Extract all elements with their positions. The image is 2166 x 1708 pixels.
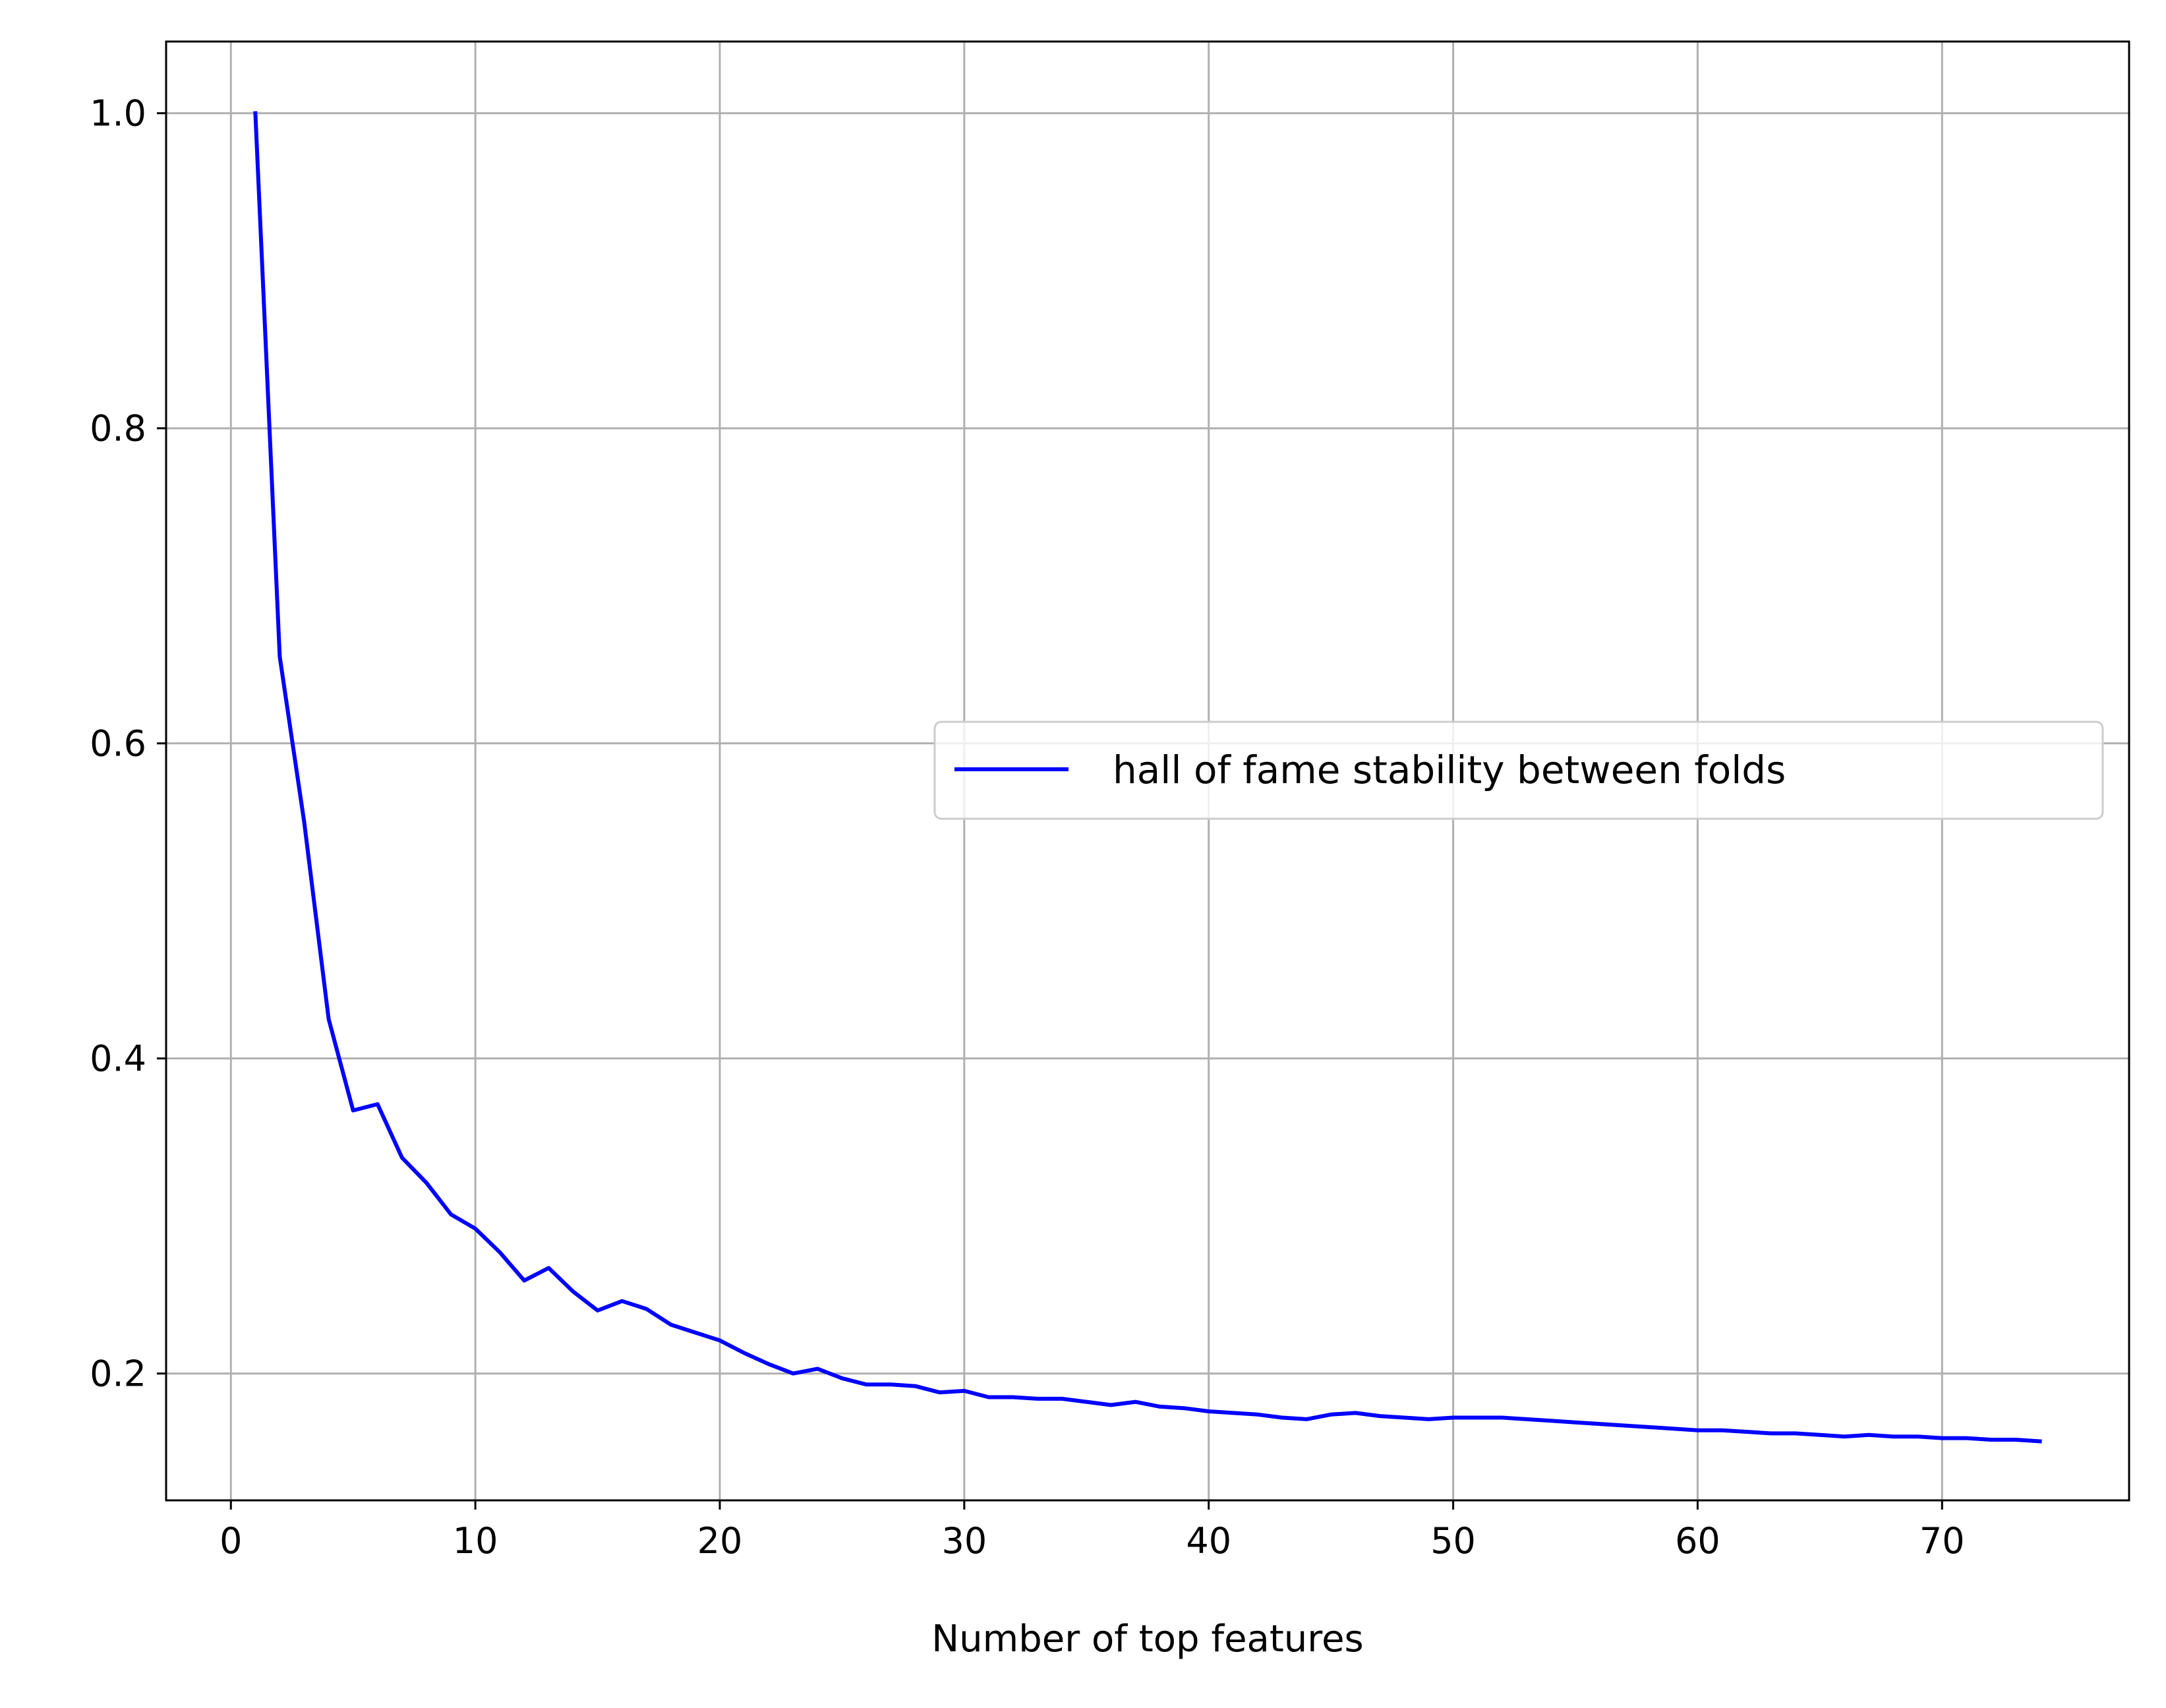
x-tick-label: 40: [1186, 1520, 1231, 1562]
x-tick-label: 70: [1919, 1520, 1965, 1562]
x-axis-title: Number of top features: [931, 1618, 1363, 1661]
series-layer: [253, 111, 2042, 1444]
x-tick-label: 10: [453, 1520, 498, 1562]
x-tick-label: 50: [1430, 1520, 1476, 1562]
legend-box: [933, 721, 2104, 820]
y-tick-label: 0.6: [90, 723, 146, 765]
y-tick-label: 0.4: [90, 1038, 146, 1080]
y-tick-label: 0.8: [90, 408, 146, 450]
plot-area-frame: [165, 40, 2130, 1502]
y-tick-label: 1.0: [90, 93, 146, 134]
x-tick-label: 60: [1675, 1520, 1720, 1562]
y-tick-label: 0.2: [90, 1353, 146, 1395]
x-tick-label: 0: [220, 1520, 242, 1562]
legend: hall of fame stability between folds: [933, 721, 2104, 820]
axis-ticks: 0 10 20 30 40 50 60 70 0.2 0.4 0.6 0.8 1.0: [90, 93, 1965, 1562]
series-line: [253, 111, 2042, 1444]
x-tick-label: 30: [941, 1520, 987, 1562]
legend-label: hall of fame stability between folds: [1113, 748, 1786, 792]
x-tick-label: 20: [697, 1520, 743, 1562]
